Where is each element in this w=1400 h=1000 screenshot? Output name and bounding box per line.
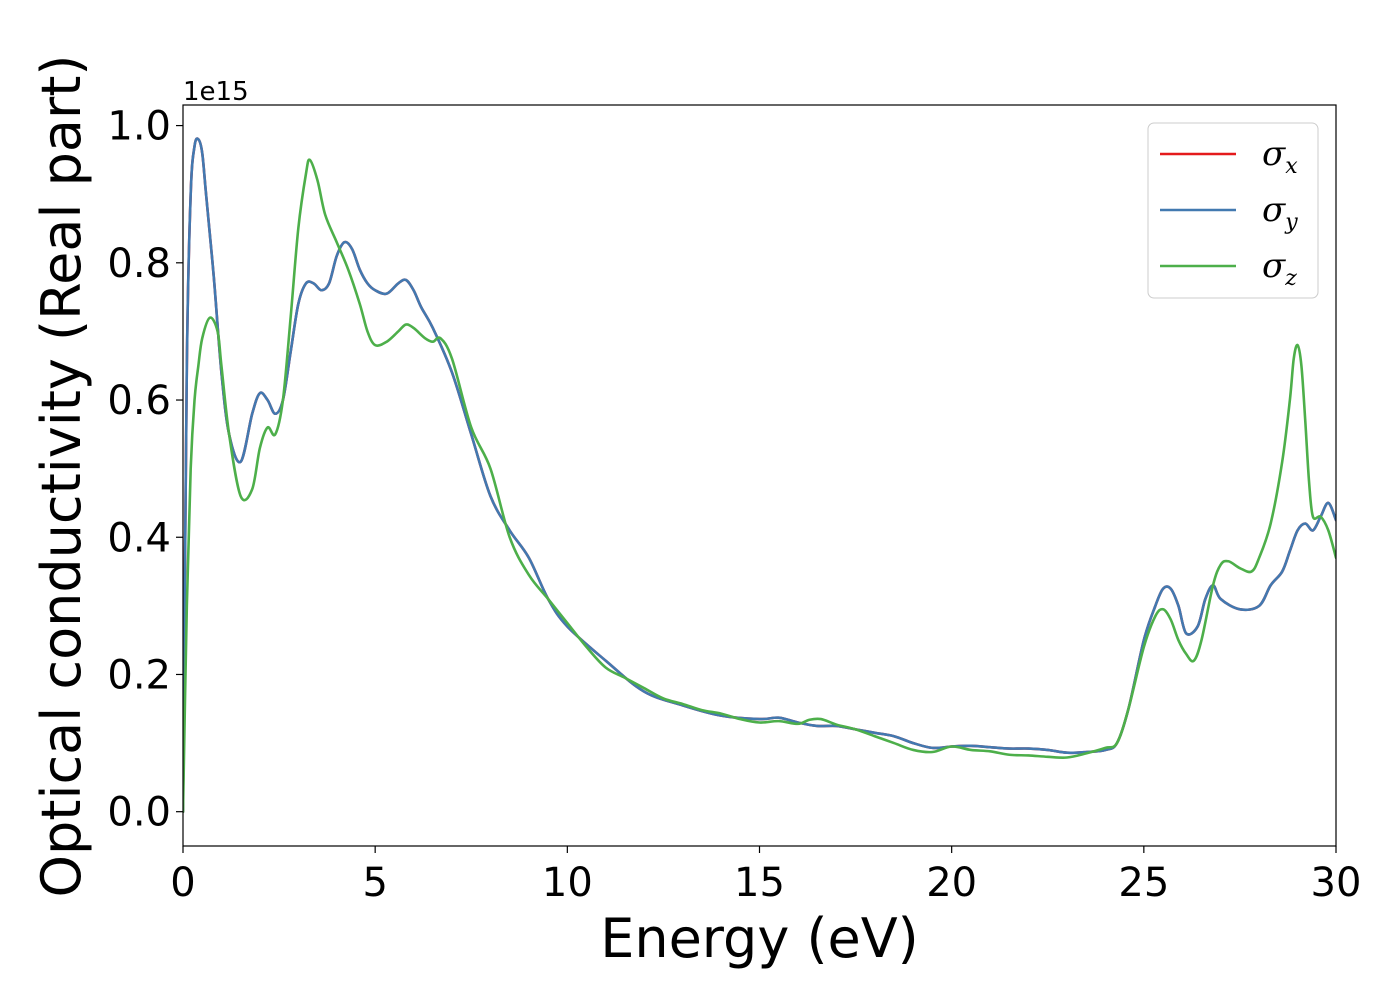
x-axis-title: Energy (eV) — [600, 907, 919, 970]
x-tick-label: 15 — [734, 860, 785, 906]
series-line-z — [183, 158, 1336, 813]
series-lines — [183, 137, 1336, 813]
x-tick-label: 5 — [362, 860, 387, 906]
series-line-y — [183, 137, 1336, 813]
y-axis-ticks: 0.0 0.2 0.4 0.6 0.8 1.0 — [107, 104, 183, 836]
x-tick-label: 10 — [542, 860, 593, 906]
y-tick-label: 0.0 — [107, 790, 171, 836]
x-tick-label: 30 — [1311, 860, 1362, 906]
y-offset-label: 1e15 — [183, 77, 249, 107]
y-tick-label: 0.4 — [107, 515, 171, 561]
x-axis-ticks: 0 5 10 15 20 25 30 — [170, 846, 1361, 906]
y-tick-label: 0.2 — [107, 652, 171, 698]
y-tick-label: 0.8 — [107, 241, 171, 287]
x-tick-label: 20 — [926, 860, 977, 906]
x-tick-label: 25 — [1118, 860, 1169, 906]
y-tick-label: 0.6 — [107, 378, 171, 424]
y-axis-title: Optical conductivity (Real part) — [30, 55, 93, 898]
y-tick-label: 1.0 — [107, 104, 171, 150]
x-tick-label: 0 — [170, 860, 195, 906]
